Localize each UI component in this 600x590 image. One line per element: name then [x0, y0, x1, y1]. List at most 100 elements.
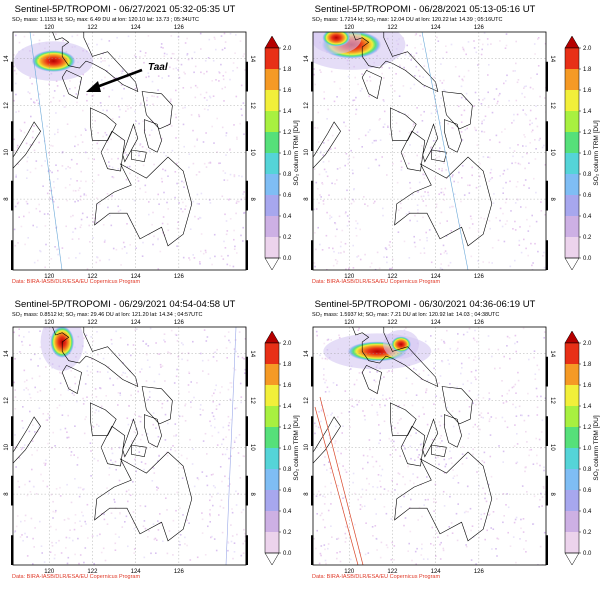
colorbar-tick-label: 0.4 [583, 214, 592, 220]
colorbar-step [265, 490, 279, 511]
coastline [394, 451, 493, 542]
colorbar-tick-label: 1.6 [283, 383, 292, 389]
colorbar-step [565, 406, 579, 427]
lat-tick-label-right: 8 [549, 492, 555, 496]
colorbar-label: SO₂ column TRM [DU] [593, 120, 600, 185]
colorbar-step [265, 448, 279, 469]
coastline [400, 130, 426, 172]
panel-1: Sentinel-5P/TROPOMI - 06/27/2021 05:32-0… [0, 0, 300, 295]
lat-tick-label-right: 8 [249, 492, 255, 496]
coastline [400, 425, 426, 467]
colorbar-tick-label: 0.2 [583, 235, 592, 241]
taal-arrow [93, 68, 143, 90]
coastline [441, 91, 473, 130]
lon-tick-label-bottom: 124 [131, 569, 142, 575]
colorbar-max-arrow [264, 330, 280, 344]
colorbar-step [265, 406, 279, 427]
data-credit: Data: BIRA-IASB/DLR/ESA/EU Copernicus Pr… [12, 279, 141, 285]
lat-tick-label-right: 12 [249, 397, 255, 404]
lat-tick-label-right: 10 [549, 149, 555, 156]
colorbar-tick-label: 0.4 [583, 509, 592, 515]
coastline [94, 156, 193, 247]
colorbar-tick-label: 1.2 [283, 425, 292, 431]
lat-tick-label-left: 12 [304, 102, 310, 109]
colorbar-min-arrow [564, 257, 580, 271]
colorbar-label: SO₂ column TRM [DU] [293, 120, 300, 185]
colorbar-step [265, 364, 279, 385]
so2-map: 120 120 122 122 124 124 126 126 8 8 10 10 12 12 14 14 0.… [304, 320, 600, 575]
lon-tick-label-top: 124 [131, 320, 142, 326]
lon-tick-label-bottom: 122 [87, 274, 98, 280]
colorbar-tick-label: 0.2 [583, 530, 592, 536]
lon-tick-label-top: 120 [44, 320, 55, 326]
colorbar-step [565, 343, 579, 364]
lon-tick-label-bottom: 124 [431, 274, 442, 280]
coastline [431, 444, 447, 458]
swath-edge [29, 32, 63, 270]
lat-tick-label-left: 8 [304, 197, 310, 201]
taal-label: Taal [148, 62, 168, 73]
colorbar-tick-label: 1.2 [283, 130, 292, 136]
coastline [131, 444, 147, 458]
lat-tick-label-left: 14 [304, 55, 310, 62]
colorbar-min-arrow [564, 552, 580, 566]
lat-tick-label-left: 10 [304, 443, 310, 450]
swath-edge [314, 406, 359, 565]
coastline [361, 70, 382, 99]
panel-stats: SO₂ mass: 1.7214 kt; SO₂ max: 12.04 DU a… [312, 17, 503, 23]
lon-tick-label-top: 122 [87, 320, 98, 326]
colorbar-step [265, 385, 279, 406]
noise-field [313, 327, 546, 565]
colorbar-tick-label: 0.4 [283, 509, 292, 515]
lat-tick-label-right: 12 [549, 397, 555, 404]
colorbar-step [265, 427, 279, 448]
border-segments [311, 356, 548, 565]
coastline [122, 418, 139, 458]
colorbar-step [565, 111, 579, 132]
colorbar-step [265, 216, 279, 237]
colorbar-tick-label: 0.6 [583, 488, 592, 494]
lat-tick-label-right: 14 [249, 55, 255, 62]
colorbar-tick-label: 0.4 [283, 214, 292, 220]
lat-tick-label-right: 8 [249, 197, 255, 201]
lon-tick-label-top: 122 [87, 25, 98, 31]
lat-tick-label-left: 14 [304, 350, 310, 357]
lat-tick-label-right: 8 [549, 197, 555, 201]
colorbar-step [265, 174, 279, 195]
colorbar-min-arrow [264, 552, 280, 566]
colorbar-step [265, 469, 279, 490]
lat-tick-label-left: 14 [4, 55, 10, 62]
colorbar-step [565, 511, 579, 532]
lat-tick-label-left: 10 [4, 443, 10, 450]
data-credit: Data: BIRA-IASB/DLR/ESA/EU Copernicus Pr… [312, 279, 441, 285]
lon-tick-label-top: 126 [474, 25, 485, 31]
lon-tick-label-top: 126 [174, 320, 185, 326]
coastline [431, 149, 447, 163]
coastline [94, 451, 193, 542]
map-area [313, 327, 546, 565]
colorbar-step [565, 174, 579, 195]
coastline [90, 107, 117, 141]
lon-tick-label-bottom: 126 [174, 274, 185, 280]
lat-tick-label-right: 14 [249, 350, 255, 357]
coastline [13, 121, 41, 169]
colorbar-tick-label: 1.8 [283, 362, 292, 368]
lon-tick-label-top: 126 [474, 320, 485, 326]
so2-map: 120 120 122 122 124 124 126 126 8 8 10 10 12 12 14 14 Ta… [4, 25, 300, 280]
lon-tick-label-bottom: 122 [387, 569, 398, 575]
panel-stats: SO₂ mass: 1.5937 kt; SO₂ max: 7.21 DU at… [312, 312, 500, 318]
lon-tick-label-top: 126 [174, 25, 185, 31]
colorbar: 0.0 0.2 0.4 0.6 0.8 1.0 1.2 1.4 1.6 1.8 2.0 SO₂ col… [564, 35, 600, 271]
coastline [144, 119, 162, 153]
colorbar-step [565, 237, 579, 258]
colorbar-step [265, 111, 279, 132]
lat-tick-label-left: 8 [4, 197, 10, 201]
coastline [13, 416, 41, 464]
colorbar-step [565, 385, 579, 406]
coastline [100, 130, 126, 172]
colorbar-tick-label: 1.6 [583, 88, 592, 94]
lon-tick-label-top: 120 [344, 320, 355, 326]
so2-plume [322, 32, 351, 47]
colorbar-label: SO₂ column TRM [DU] [293, 415, 300, 480]
lon-tick-label-bottom: 120 [344, 569, 355, 575]
